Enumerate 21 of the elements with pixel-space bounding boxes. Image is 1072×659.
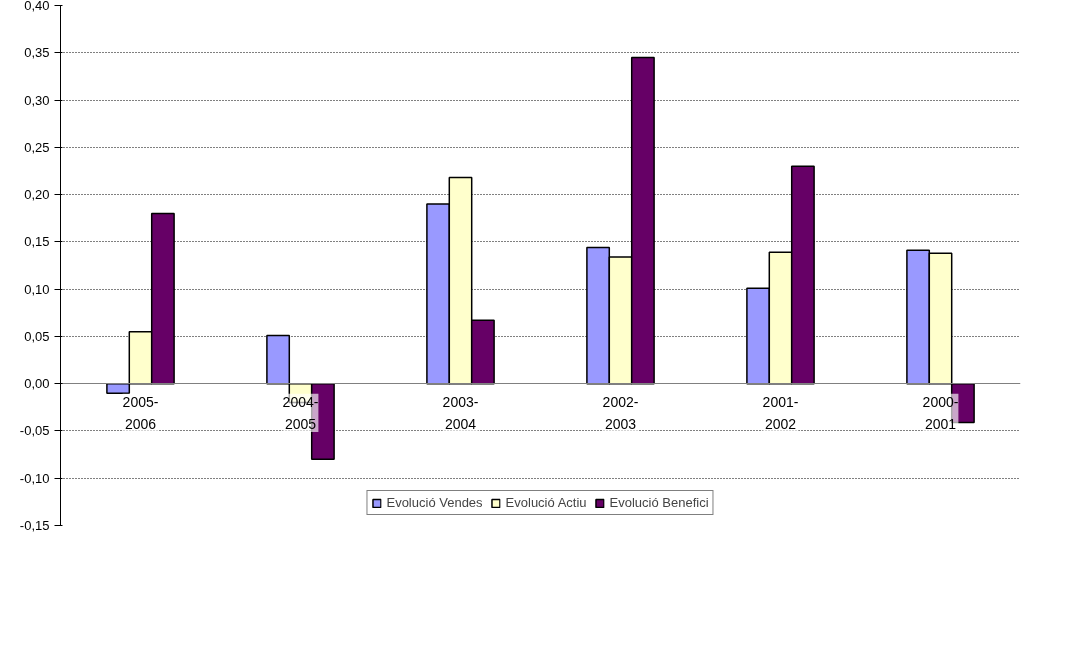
y-tick-label: 0,35	[24, 45, 50, 61]
y-tick-label: 0,05	[24, 328, 50, 344]
x-tick-label: 2001-2002	[762, 393, 799, 433]
x-tick-label: 2005-2006	[122, 393, 159, 433]
x-tick-label: 2000-2001	[922, 393, 959, 433]
y-tick-label: 0,40	[24, 0, 50, 13]
legend-label: Evolució Vendes	[386, 495, 483, 510]
y-tick-label: -0,05	[19, 423, 50, 439]
legend-label: Evolució Actiu	[505, 495, 587, 510]
y-tick-label: 0,30	[24, 92, 50, 108]
y-tick-label: -0,15	[19, 518, 50, 533]
x-tick-label: 2002-2003	[602, 393, 639, 433]
y-tick-label: 0,20	[24, 187, 50, 203]
y-tick-label: 0,15	[24, 234, 50, 250]
legend-label: Evolució Benefici	[609, 495, 709, 510]
x-tick-label: 2004-2005	[282, 393, 319, 433]
y-tick-label: -0,10	[19, 470, 50, 486]
x-tick-label: 2003-2004	[442, 393, 479, 433]
y-tick-label: 0,00	[24, 376, 50, 392]
y-tick-label: 0,25	[24, 139, 50, 155]
y-tick-label: 0,10	[24, 281, 50, 297]
